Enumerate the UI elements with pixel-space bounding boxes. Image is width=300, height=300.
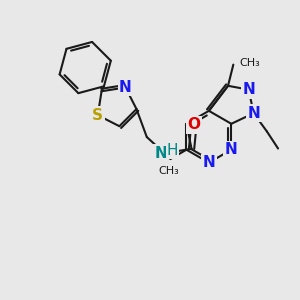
Text: N: N — [225, 142, 238, 157]
Text: N: N — [119, 80, 132, 95]
Text: N: N — [202, 155, 215, 170]
Text: N: N — [154, 146, 167, 161]
Text: N: N — [242, 82, 255, 97]
Text: CH₃: CH₃ — [158, 166, 179, 176]
Text: CH₃: CH₃ — [240, 58, 261, 68]
Text: O: O — [188, 117, 200, 132]
Text: H: H — [167, 143, 178, 158]
Text: N: N — [247, 106, 260, 121]
Text: S: S — [92, 108, 103, 123]
